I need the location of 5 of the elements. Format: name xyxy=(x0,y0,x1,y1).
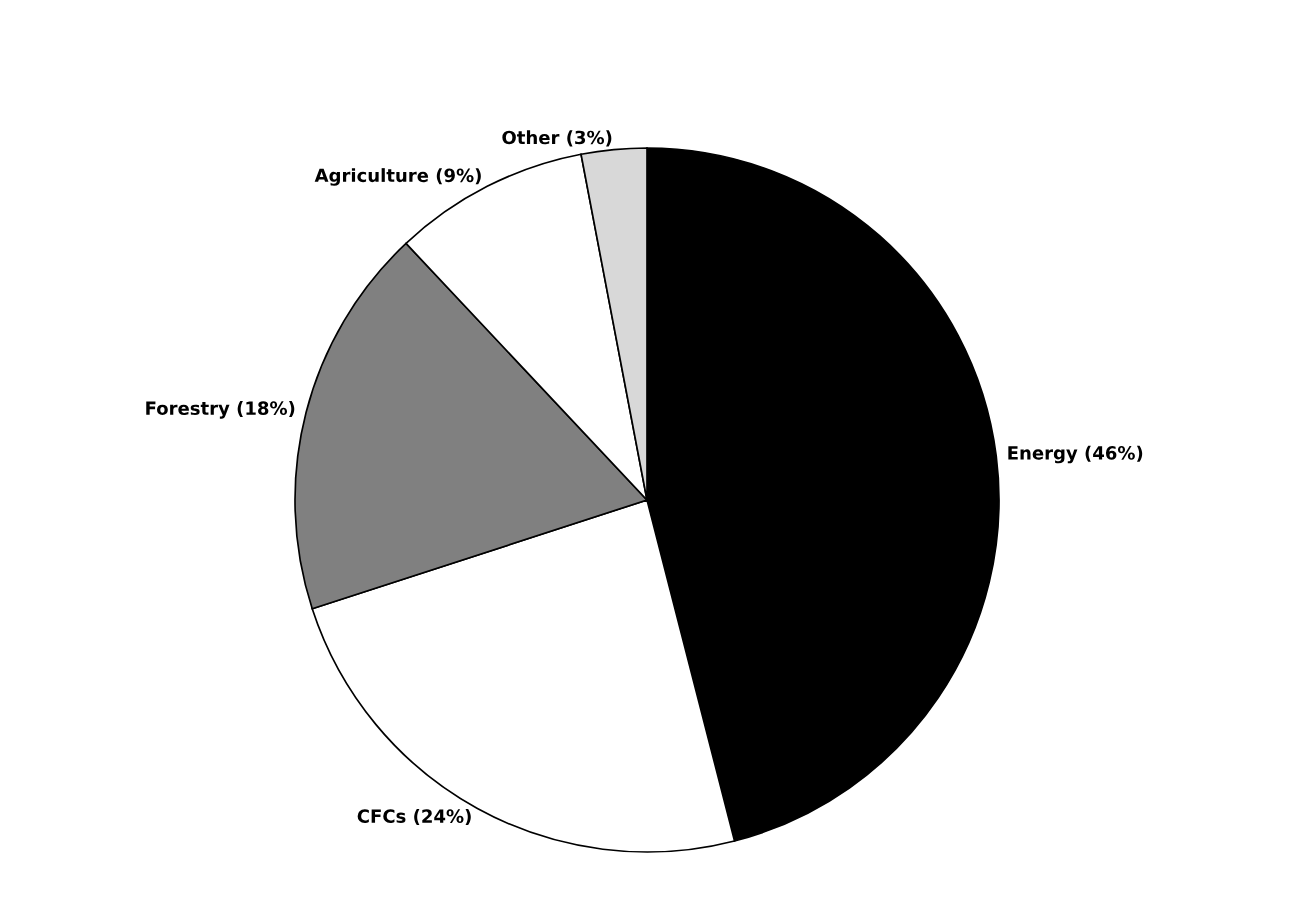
slice-label: Other (3%) xyxy=(502,130,612,147)
slice-label: CFCs (24%) xyxy=(357,809,471,826)
slice-label: Energy (46%) xyxy=(1008,445,1143,464)
slice-label: Agriculture (9%) xyxy=(314,168,481,186)
slice-label: Forestry (18%) xyxy=(146,401,295,419)
